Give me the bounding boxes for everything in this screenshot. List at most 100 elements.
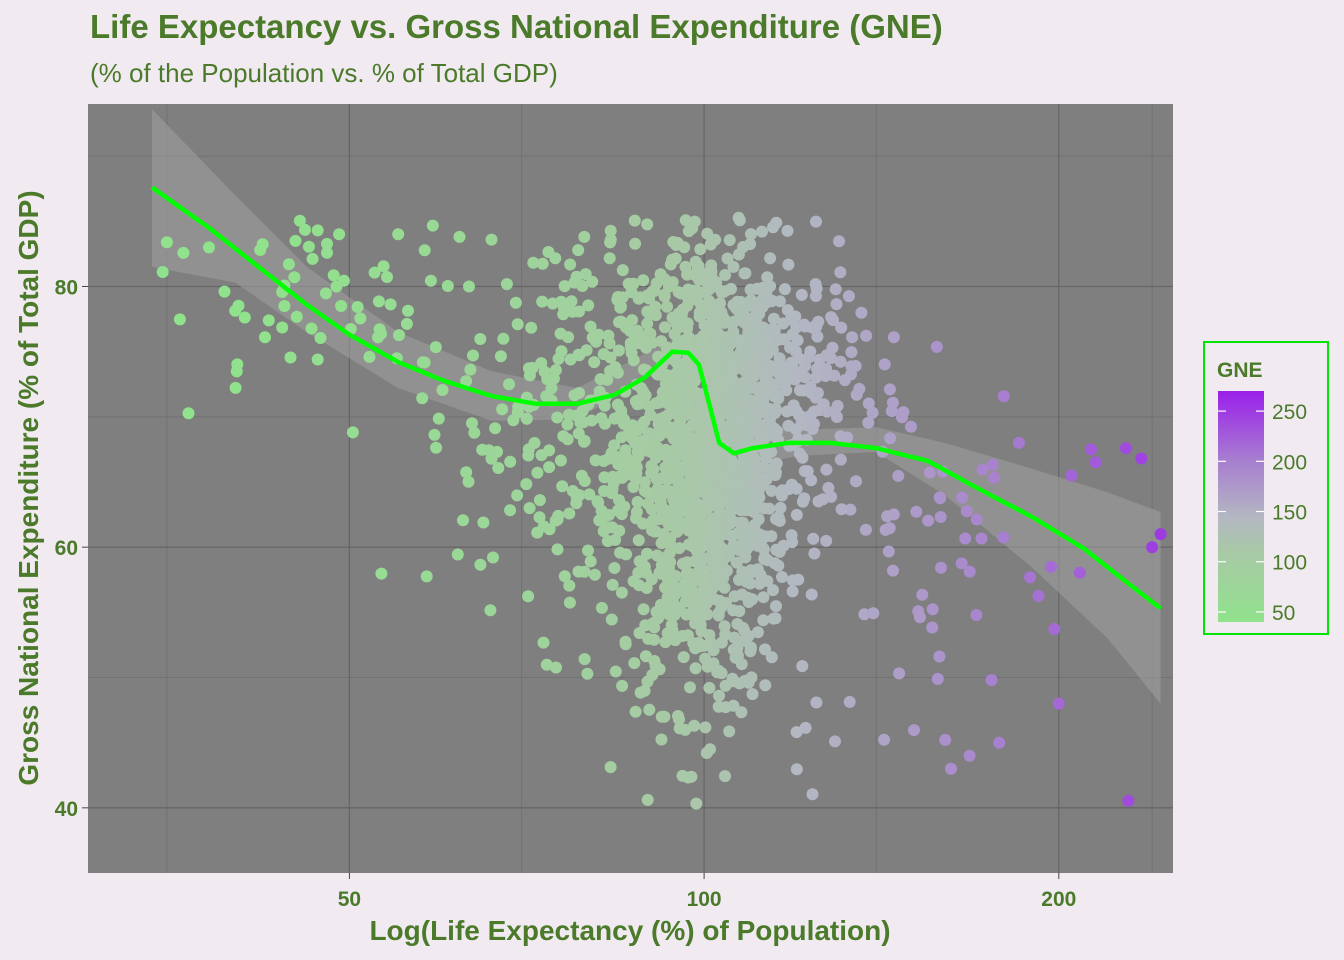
legend: GNE 50 100 150 200 250 xyxy=(1203,341,1329,635)
data-point xyxy=(719,770,731,783)
legend-tick-label: 150 xyxy=(1272,502,1307,525)
data-point xyxy=(736,360,749,373)
data-point xyxy=(758,378,771,391)
data-point xyxy=(782,483,795,496)
data-point xyxy=(611,451,624,464)
data-point xyxy=(757,591,770,604)
data-point xyxy=(960,505,973,518)
data-point xyxy=(686,577,699,590)
data-point xyxy=(686,222,699,235)
data-point xyxy=(770,457,783,470)
data-point xyxy=(500,278,513,291)
legend-tick-label: 100 xyxy=(1272,552,1307,575)
data-point xyxy=(781,224,794,237)
data-point xyxy=(745,294,758,307)
data-point xyxy=(1052,697,1065,710)
data-point xyxy=(523,369,536,382)
data-point xyxy=(628,657,641,670)
data-point xyxy=(764,252,777,265)
data-point xyxy=(677,318,690,331)
data-point xyxy=(649,525,662,538)
data-point xyxy=(675,401,688,414)
data-point xyxy=(563,596,576,609)
data-point xyxy=(650,277,663,290)
data-point xyxy=(975,532,988,545)
data-point xyxy=(914,611,926,624)
data-point xyxy=(696,575,709,588)
data-point xyxy=(760,452,772,465)
data-point xyxy=(522,443,535,456)
data-point xyxy=(897,406,910,419)
data-point xyxy=(757,478,770,491)
data-point xyxy=(615,586,628,599)
data-point xyxy=(790,405,803,418)
data-point xyxy=(993,736,1006,749)
data-point xyxy=(615,315,628,328)
data-point xyxy=(765,323,778,336)
data-point xyxy=(662,517,674,529)
data-point xyxy=(659,581,672,594)
data-point xyxy=(429,341,442,354)
data-point xyxy=(276,321,289,334)
data-point xyxy=(703,432,716,445)
data-point xyxy=(321,237,333,250)
data-point xyxy=(795,288,808,301)
data-point xyxy=(232,299,245,312)
data-point xyxy=(796,660,809,673)
data-point xyxy=(773,352,786,365)
data-point xyxy=(314,332,327,344)
data-point xyxy=(679,214,692,227)
data-point xyxy=(721,252,734,265)
data-point xyxy=(278,300,291,312)
data-point xyxy=(939,733,952,746)
chart-title: Life Expectancy vs. Gross National Expen… xyxy=(90,8,943,45)
data-point xyxy=(616,679,629,692)
data-point xyxy=(749,404,762,417)
data-point xyxy=(551,543,564,556)
data-point xyxy=(801,465,814,478)
data-point xyxy=(654,419,667,431)
data-point xyxy=(608,562,621,574)
data-point xyxy=(520,478,533,491)
data-point xyxy=(460,466,473,479)
data-point xyxy=(761,271,774,284)
data-point xyxy=(963,565,976,578)
data-point xyxy=(503,378,515,391)
data-point xyxy=(321,246,333,259)
data-point xyxy=(302,240,315,253)
data-point xyxy=(830,298,843,311)
data-point xyxy=(765,484,778,497)
data-point xyxy=(381,271,393,283)
data-point xyxy=(542,246,555,258)
data-point xyxy=(665,372,677,385)
data-point xyxy=(746,688,759,701)
legend-ticks: 50 100 150 200 250 xyxy=(1218,401,1307,625)
data-point xyxy=(601,535,614,548)
data-point xyxy=(688,719,701,732)
data-point xyxy=(778,283,791,296)
data-point xyxy=(558,570,571,583)
data-point xyxy=(619,444,632,457)
data-point xyxy=(670,239,683,251)
data-point xyxy=(698,564,711,577)
data-point xyxy=(970,609,983,621)
data-point xyxy=(650,605,663,618)
data-point xyxy=(564,258,577,271)
data-point xyxy=(581,667,594,680)
data-point xyxy=(565,295,578,308)
data-point xyxy=(745,360,758,373)
data-point xyxy=(710,446,723,459)
data-point xyxy=(792,352,805,365)
data-point xyxy=(725,410,738,423)
data-point xyxy=(649,451,662,464)
data-point xyxy=(768,557,781,570)
data-point xyxy=(684,681,696,694)
data-point xyxy=(786,585,799,598)
smooth-line-path xyxy=(150,185,1162,611)
data-point xyxy=(790,726,803,739)
data-point xyxy=(598,399,611,412)
data-point xyxy=(346,426,359,439)
data-point xyxy=(1024,571,1036,584)
data-point xyxy=(744,641,757,654)
x-tick-label: 100 xyxy=(687,888,722,911)
